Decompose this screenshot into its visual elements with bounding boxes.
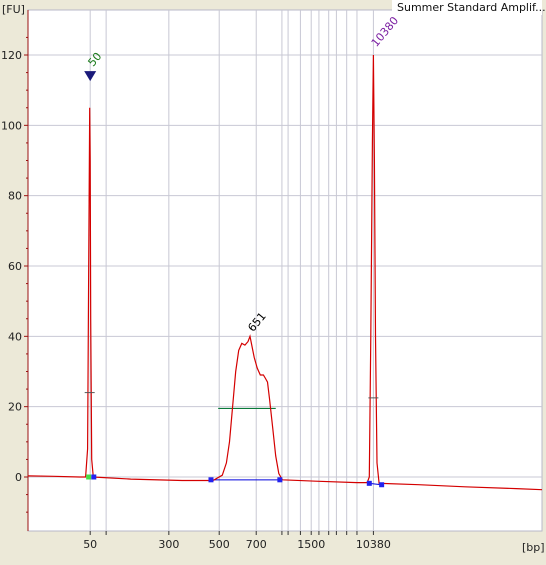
signal-trace <box>27 54 543 491</box>
x-tick-label: 50 <box>83 538 97 551</box>
x-tick-label: 300 <box>158 538 179 551</box>
region-marker <box>277 477 283 483</box>
y-tick-label: 40 <box>8 330 22 343</box>
y-axis-label: [FU] <box>2 3 25 16</box>
region-marker <box>366 480 372 486</box>
region-marker <box>91 474 97 480</box>
x-tick-label: 10380 <box>356 538 391 551</box>
y-tick-label: 20 <box>8 401 22 414</box>
grid <box>28 10 542 531</box>
x-tick-label: 700 <box>246 538 267 551</box>
region-marker <box>86 474 92 480</box>
y-tick-label: 0 <box>15 471 22 484</box>
plot-background <box>27 9 543 532</box>
x-axis: 50 300 500 700 1500 10380 <box>83 531 391 551</box>
chart-title: Summer Standard Amplif... <box>397 1 546 14</box>
y-tick-label: 60 <box>8 260 22 273</box>
y-tick-label: 100 <box>1 119 22 132</box>
title-box <box>392 0 542 15</box>
y-axis: 0 20 40 60 80 100 120 <box>1 10 29 531</box>
x-tick-label: 500 <box>209 538 230 551</box>
region-marker <box>208 477 214 483</box>
region-marker <box>379 482 385 488</box>
x-axis-label: [bp] <box>522 541 545 554</box>
lower-marker-triangle <box>84 71 97 82</box>
chart-marks <box>27 54 543 491</box>
y-tick-label: 120 <box>1 49 22 62</box>
x-tick-label: 1500 <box>297 538 325 551</box>
y-tick-label: 80 <box>8 190 22 203</box>
